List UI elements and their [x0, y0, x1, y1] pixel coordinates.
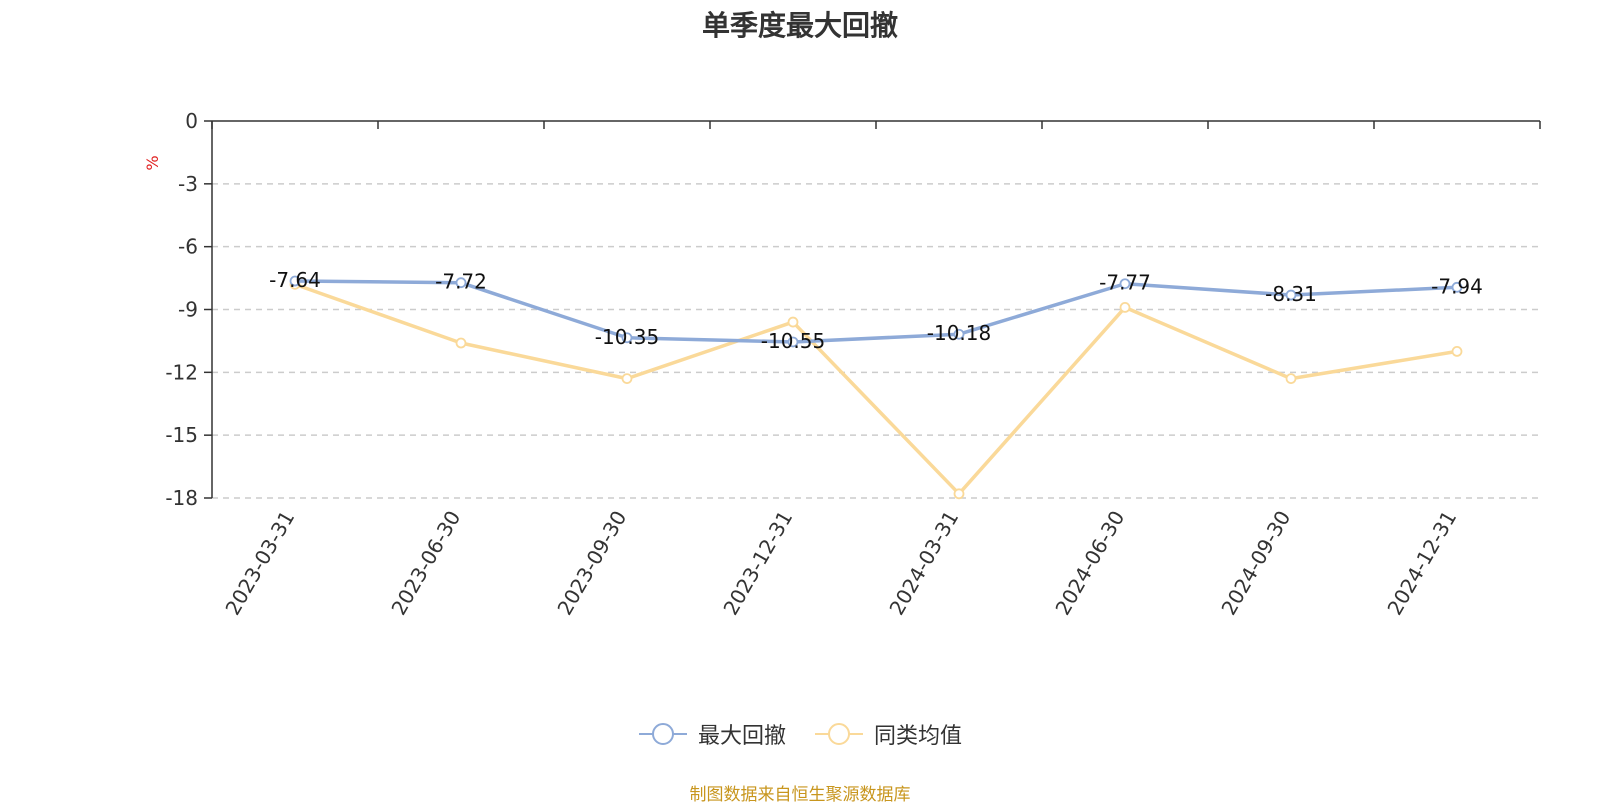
data-point [289, 275, 301, 287]
x-tick-label: 2024-03-31 [884, 507, 963, 620]
y-axis-unit: % [143, 155, 162, 170]
data-point [621, 332, 633, 344]
x-tick-label: 2024-09-30 [1216, 507, 1295, 620]
data-point [787, 316, 799, 328]
x-tick-label: 2023-03-31 [220, 507, 299, 620]
y-tick-label: -12 [165, 360, 198, 384]
grid-lines [212, 183, 1540, 499]
data-point [621, 373, 633, 385]
legend-symbol-circle [651, 723, 674, 745]
y-tick-label: -3 [178, 172, 198, 196]
data-point [1451, 281, 1463, 293]
legend-line-circle-icon [815, 723, 863, 745]
data-point [1119, 302, 1131, 313]
data-point [1451, 345, 1463, 357]
chart-title: 单季度最大回撤 [701, 9, 898, 42]
series-line [294, 279, 1458, 344]
legend: 最大回撤 同类均值 [0, 718, 1600, 750]
x-tick-label: 2023-09-30 [552, 507, 631, 620]
y-tick-label: -6 [178, 235, 198, 259]
x-tick-label: 2023-12-31 [718, 507, 797, 620]
data-label: -8.31 [1265, 282, 1317, 306]
data-label: -7.64 [269, 268, 321, 292]
data-point [953, 328, 965, 340]
series-lines [289, 275, 1463, 500]
legend-item[interactable]: 最大回撤 [638, 718, 786, 750]
data-point [1285, 373, 1297, 385]
data-point [455, 277, 467, 289]
x-tick-label: 2024-12-31 [1382, 507, 1461, 620]
data-point [953, 488, 965, 500]
legend-symbol-circle [828, 723, 850, 745]
x-tick-label: 2023-06-30 [386, 507, 465, 620]
data-label: -10.18 [927, 321, 991, 345]
data-label: -10.35 [595, 325, 659, 349]
data-label: -10.55 [761, 329, 825, 353]
legend-item[interactable]: 同类均值 [814, 718, 962, 750]
data-point [455, 337, 467, 349]
data-label: -7.77 [1099, 271, 1151, 295]
source-note: 制图数据来自恒生聚源数据库 [689, 785, 911, 805]
data-point [1285, 289, 1297, 301]
y-tick-label: -15 [165, 423, 198, 447]
line-chart: 0 -3 -6 -9 -12 -15 -18 2023-03-31 2023-06-30 2023… [143, 109, 1541, 620]
data-label: -7.94 [1431, 274, 1483, 298]
series-line [294, 282, 1458, 496]
x-tick-label: 2024-06-30 [1050, 507, 1129, 620]
legend-line-circle-icon [638, 723, 687, 745]
data-labels: -7.64 -7.72 -10.35 -10.55 -10.18 -7.77 -8.31 -7… [269, 268, 1483, 353]
y-tick-label: -18 [165, 486, 198, 510]
data-label: -7.72 [435, 270, 487, 294]
axes: 0 -3 -6 -9 -12 -15 -18 2023-03-31 2023-06-30 2023… [143, 109, 1541, 620]
y-tick-label: -9 [178, 298, 198, 322]
legend-label: 最大回撤 [697, 724, 786, 749]
data-point [1119, 278, 1131, 290]
data-point [787, 336, 799, 348]
y-tick-label: 0 [185, 109, 198, 133]
legend-label: 同类均值 [874, 724, 963, 749]
